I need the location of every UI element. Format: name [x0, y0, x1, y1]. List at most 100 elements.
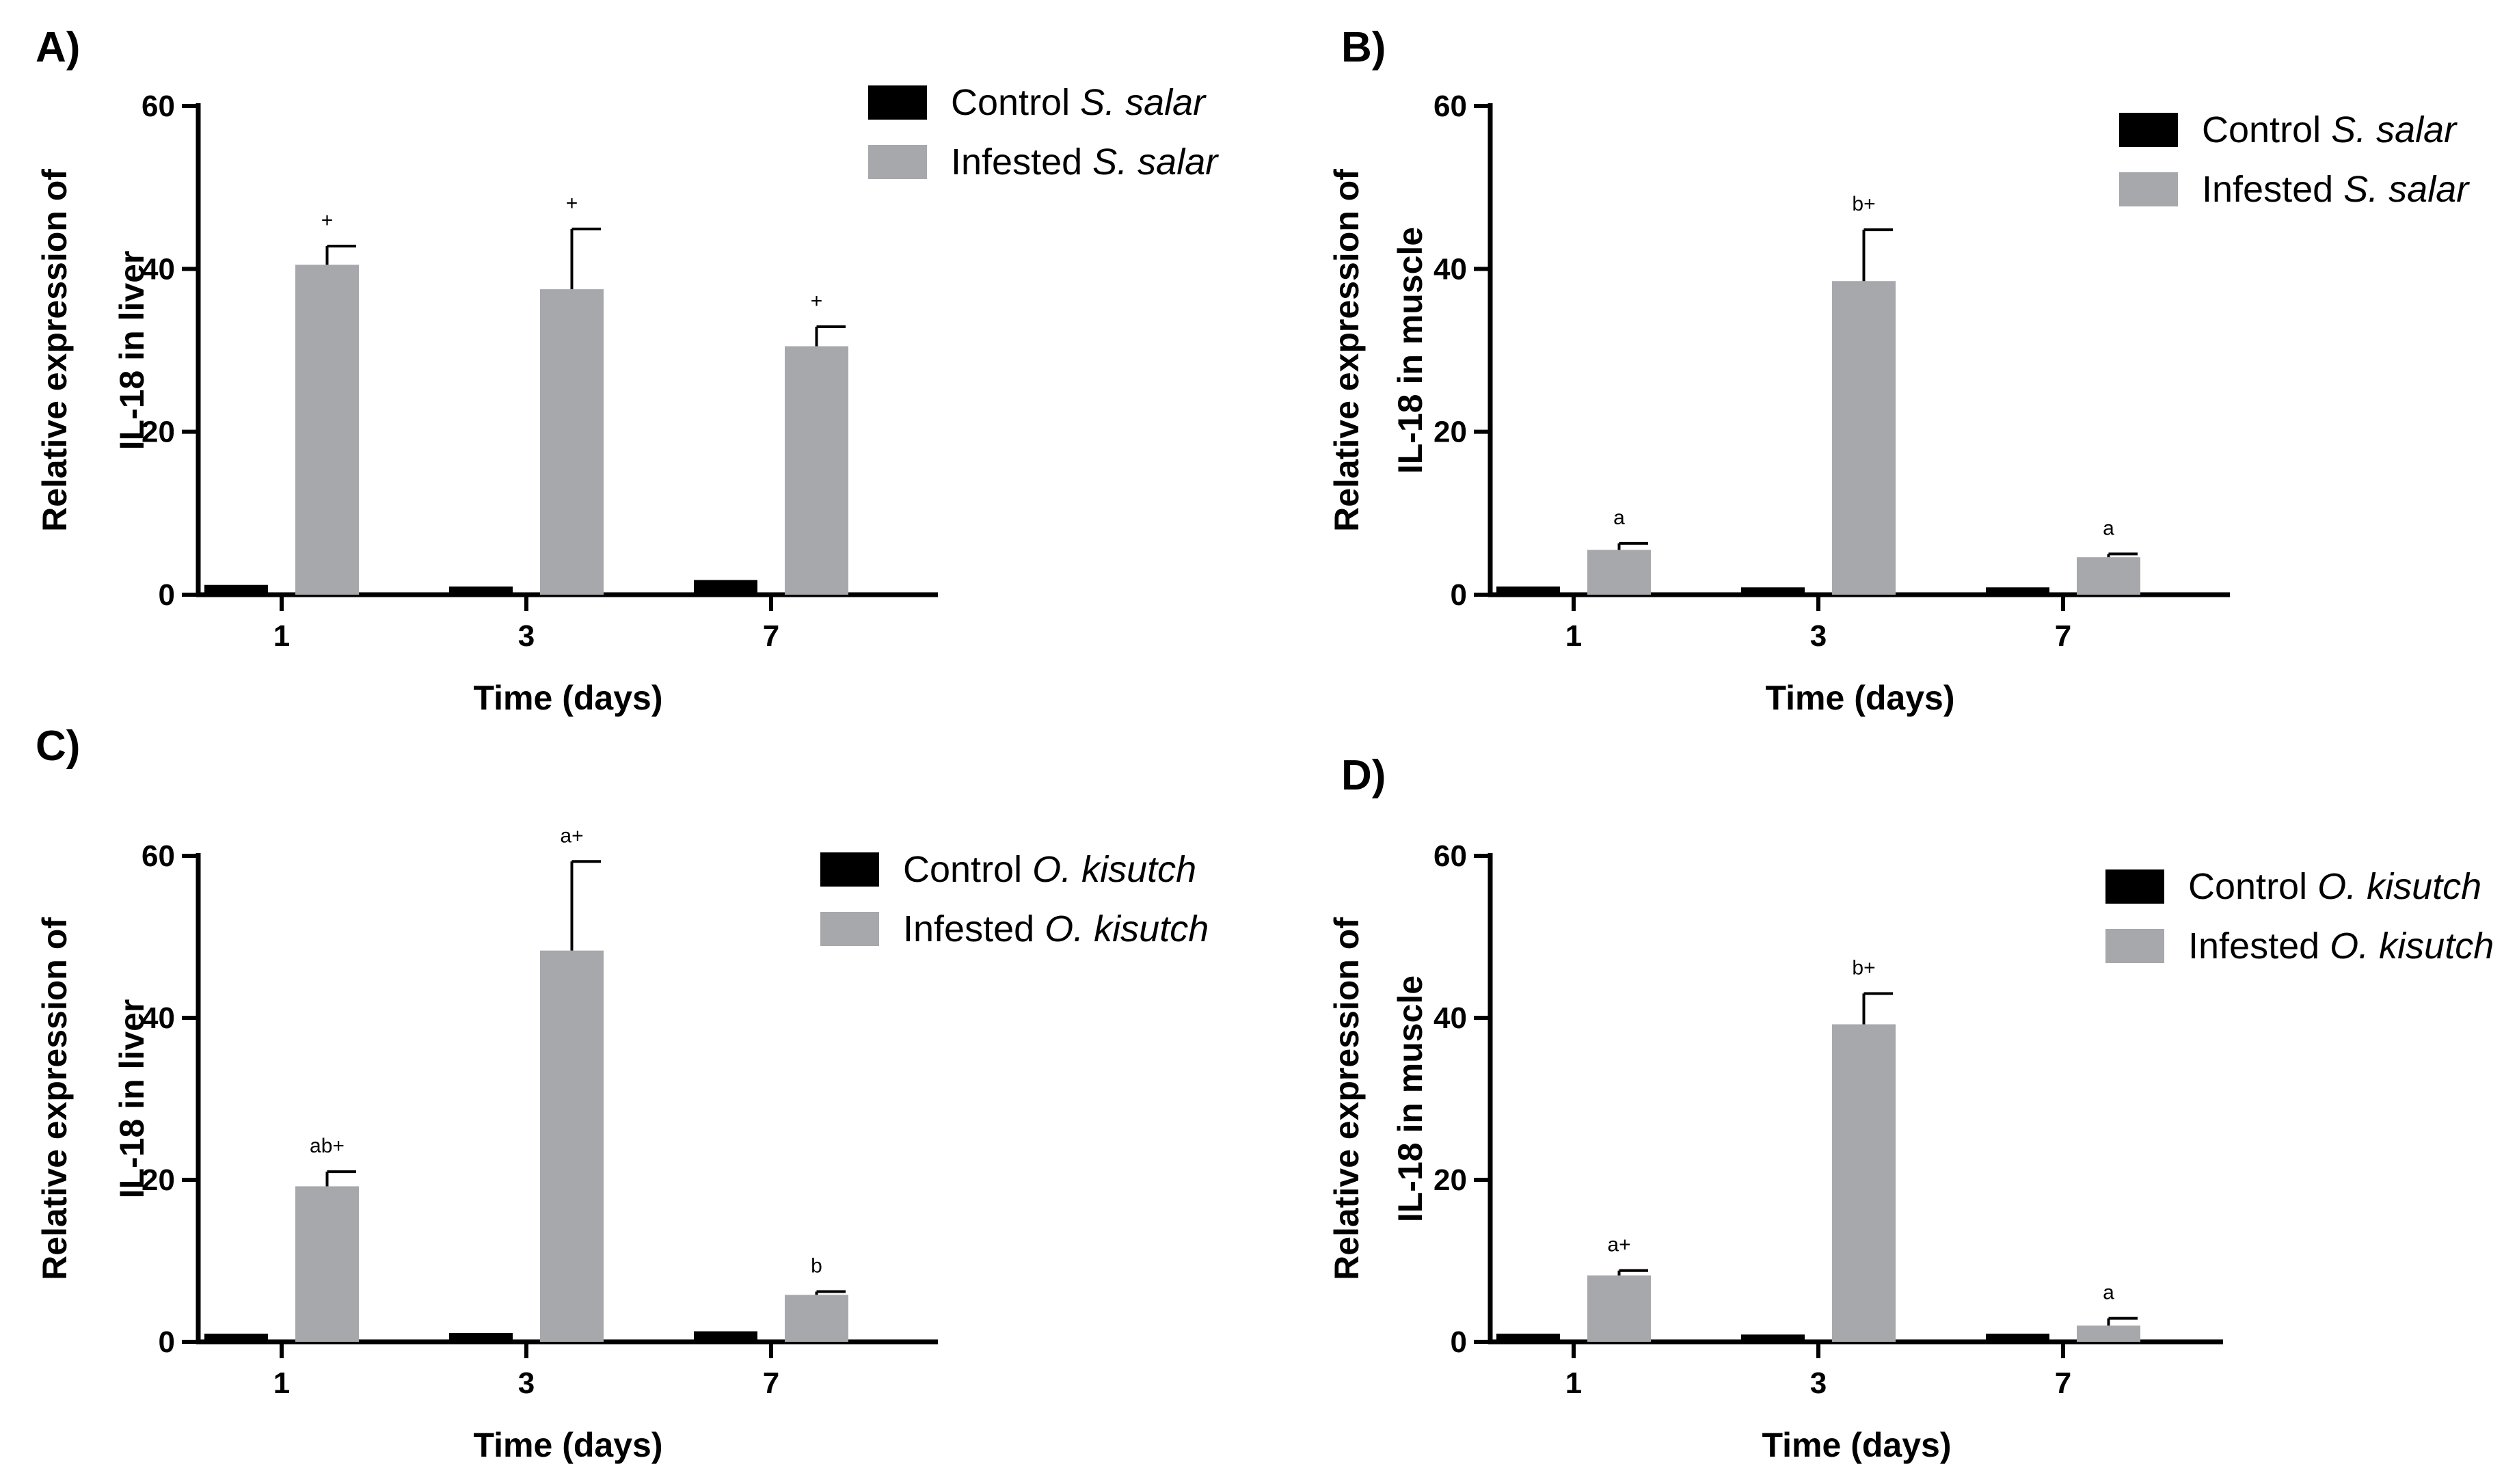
- legend-label-control: Control O. kisutch: [903, 849, 1196, 890]
- control-bar: [1741, 1334, 1805, 1342]
- x-axis-title: Time (days): [1766, 679, 1955, 717]
- legend-label-infested: Infested S. salar: [951, 141, 1219, 183]
- x-tick-label: 7: [763, 619, 779, 653]
- legend-label-infested: Infested S. salar: [2202, 169, 2470, 210]
- x-tick-label: 3: [518, 1366, 535, 1400]
- x-tick-label: 3: [1810, 1366, 1827, 1400]
- control-bar: [1986, 587, 2049, 595]
- significance-label: +: [811, 290, 823, 312]
- y-tick-label: 40: [142, 252, 175, 286]
- significance-label: a+: [560, 824, 583, 847]
- panel-label: C): [36, 723, 80, 770]
- legend-spacer: [2333, 169, 2343, 210]
- legend-spacer: [2319, 926, 2330, 967]
- y-tick-label: 40: [142, 1001, 175, 1035]
- y-tick-label: 60: [142, 90, 175, 123]
- significance-label: b+: [1852, 956, 1875, 979]
- infested-bar: [785, 1295, 848, 1342]
- y-axis-title-line1: Relative expression of: [36, 169, 74, 532]
- panel-a: A) 0 20 40 60 1 3 7 + + + Time (days) Relative expre…: [36, 24, 1219, 717]
- significance-label: b: [811, 1255, 822, 1278]
- y-tick-label: 0: [159, 578, 175, 612]
- x-tick-label: 3: [1810, 619, 1827, 653]
- infested-bar: [295, 1186, 359, 1342]
- control-bar: [449, 586, 513, 595]
- significance-label: +: [321, 209, 334, 232]
- y-tick-label: 40: [1434, 252, 1467, 286]
- legend-spacer: [2307, 866, 2317, 907]
- x-axis-title: Time (days): [1762, 1426, 1952, 1464]
- significance-label: b+: [1852, 193, 1875, 215]
- legend-species-name: O. kisutch: [2330, 926, 2494, 967]
- legend-species-name: O. kisutch: [1045, 908, 1209, 949]
- legend-label-control: Control S. salar: [2202, 109, 2458, 150]
- legend-label-control: Control O. kisutch: [2188, 866, 2481, 907]
- x-axis-title: Time (days): [474, 679, 663, 717]
- x-tick-label: 1: [1565, 619, 1582, 653]
- legend-swatch-infested: [2119, 172, 2178, 206]
- panel-label: B): [1341, 24, 1386, 71]
- panel-b: B) 0 20 40 60 1 3 7 a b+ a Time (days) Relative expr…: [1328, 24, 2470, 717]
- legend-group-name: Control: [951, 82, 1070, 123]
- y-axis-title-line2: IL-18 in muscle: [1391, 227, 1429, 474]
- legend-group-name: Infested: [903, 908, 1034, 949]
- infested-bar: [295, 265, 359, 595]
- significance-label: ab+: [310, 1135, 345, 1157]
- y-axis-title-line2: IL-18 in liver: [113, 251, 151, 450]
- legend-species-name: S. salar: [1080, 82, 1207, 123]
- legend-swatch-control: [868, 85, 927, 120]
- y-tick-label: 60: [1434, 839, 1467, 873]
- y-tick-label: 40: [1434, 1001, 1467, 1035]
- infested-bar: [785, 346, 848, 595]
- legend-label-infested: Infested O. kisutch: [2188, 926, 2494, 967]
- legend-group-name: Infested: [951, 141, 1082, 183]
- y-tick-label: 0: [1451, 578, 1467, 612]
- y-tick-label: 20: [1434, 1163, 1467, 1197]
- y-axis-title-line2: IL-18 in liver: [113, 999, 151, 1199]
- control-bar: [204, 1334, 268, 1342]
- panel-label: D): [1341, 752, 1386, 799]
- panel-c: C) 0 20 40 60 1 3 7 ab+ a+ b Time (days) Relative ex…: [36, 723, 1209, 1464]
- y-axis-title-line1: Relative expression of: [36, 917, 74, 1280]
- significance-label: +: [566, 192, 578, 215]
- x-axis-title: Time (days): [474, 1426, 663, 1464]
- x-tick-label: 7: [763, 1366, 779, 1400]
- legend-label-infested: Infested O. kisutch: [903, 908, 1209, 949]
- infested-bar: [2077, 557, 2140, 595]
- legend-species-name: S. salar: [2331, 109, 2458, 150]
- legend-spacer: [1082, 141, 1092, 183]
- legend-group-name: Control: [2202, 109, 2321, 150]
- infested-bar: [1587, 550, 1651, 595]
- y-tick-label: 60: [1434, 90, 1467, 123]
- control-bar: [694, 1331, 757, 1342]
- x-tick-label: 7: [2055, 619, 2071, 653]
- x-tick-label: 7: [2055, 1366, 2071, 1400]
- y-tick-label: 0: [1451, 1325, 1467, 1359]
- x-tick-label: 3: [518, 619, 535, 653]
- legend-group-name: Control: [2188, 866, 2307, 907]
- significance-label: a+: [1607, 1234, 1630, 1256]
- y-tick-label: 20: [142, 416, 175, 449]
- legend-group-name: Infested: [2188, 926, 2319, 967]
- control-bar: [1986, 1334, 2049, 1342]
- legend-swatch-control: [2105, 869, 2164, 904]
- control-bar: [694, 580, 757, 595]
- infested-bar: [540, 950, 604, 1342]
- legend-group-name: Infested: [2202, 169, 2333, 210]
- legend-spacer: [1022, 849, 1032, 890]
- panel-d: D) 0 20 40 60 1 3 7 a+ b+ a Time (days) Relative exp…: [1328, 752, 2494, 1464]
- legend-swatch-infested: [868, 145, 927, 179]
- legend-group-name: Control: [903, 849, 1022, 890]
- legend-species-name: O. kisutch: [1032, 849, 1196, 890]
- legend-species-name: O. kisutch: [2317, 866, 2481, 907]
- y-axis-title-line1: Relative expression of: [1328, 917, 1366, 1280]
- y-axis-title-line2: IL-18 in muscle: [1391, 975, 1429, 1222]
- control-bar: [1496, 1334, 1560, 1342]
- y-tick-label: 0: [159, 1325, 175, 1359]
- infested-bar: [540, 289, 604, 595]
- control-bar: [449, 1332, 513, 1342]
- legend-spacer: [2321, 109, 2331, 150]
- x-tick-label: 1: [1565, 1366, 1582, 1400]
- legend-spacer: [1070, 82, 1080, 123]
